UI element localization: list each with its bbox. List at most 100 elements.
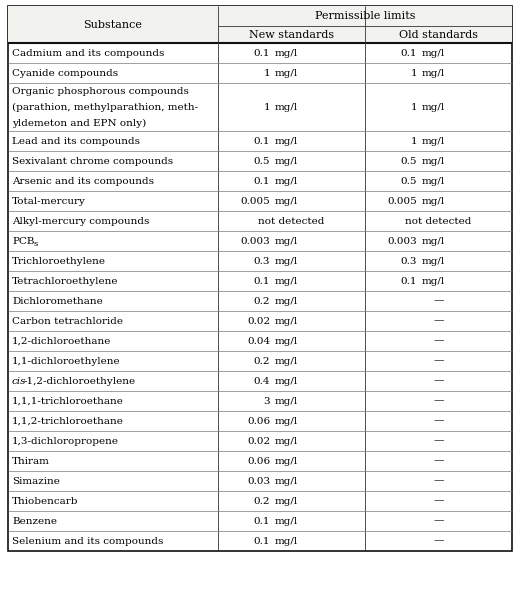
Text: 0.06: 0.06	[247, 416, 270, 426]
Text: 0.1: 0.1	[254, 137, 270, 145]
Text: mg/l: mg/l	[422, 177, 445, 185]
Text: 0.003: 0.003	[240, 237, 270, 246]
Text: mg/l: mg/l	[422, 156, 445, 166]
Text: —: —	[433, 336, 444, 346]
Text: 0.02: 0.02	[247, 317, 270, 325]
Text: 1,1-dichloroethylene: 1,1-dichloroethylene	[12, 357, 121, 365]
Text: 0.06: 0.06	[247, 456, 270, 466]
Text: 1: 1	[410, 68, 417, 78]
Text: 0.1: 0.1	[254, 516, 270, 525]
Text: not detected: not detected	[405, 216, 472, 225]
Text: —: —	[433, 317, 444, 325]
Text: —: —	[433, 496, 444, 506]
Text: mg/l: mg/l	[275, 256, 298, 265]
Text: mg/l: mg/l	[275, 397, 298, 405]
Text: 0.5: 0.5	[254, 156, 270, 166]
Text: 0.03: 0.03	[247, 477, 270, 485]
Text: mg/l: mg/l	[275, 68, 298, 78]
Text: mg/l: mg/l	[422, 277, 445, 285]
Text: 1,1,1-trichloroethane: 1,1,1-trichloroethane	[12, 397, 124, 405]
Text: 0.003: 0.003	[387, 237, 417, 246]
Text: yldemeton and EPN only): yldemeton and EPN only)	[12, 118, 146, 128]
Text: Lead and its compounds: Lead and its compounds	[12, 137, 140, 145]
Text: mg/l: mg/l	[422, 256, 445, 265]
Text: Cadmium and its compounds: Cadmium and its compounds	[12, 49, 164, 57]
Text: mg/l: mg/l	[422, 137, 445, 145]
Text: 0.5: 0.5	[400, 177, 417, 185]
Text: —: —	[433, 537, 444, 546]
Text: 0.005: 0.005	[240, 197, 270, 206]
Text: (parathion, methylparathion, meth-: (parathion, methylparathion, meth-	[12, 102, 198, 111]
Text: 0.02: 0.02	[247, 437, 270, 445]
Text: Tetrachloroethylene: Tetrachloroethylene	[12, 277, 119, 285]
Text: 0.005: 0.005	[387, 197, 417, 206]
Text: mg/l: mg/l	[275, 156, 298, 166]
Text: 0.1: 0.1	[254, 537, 270, 546]
Text: mg/l: mg/l	[275, 376, 298, 386]
Text: -1,2-dichloroethylene: -1,2-dichloroethylene	[24, 376, 136, 386]
Text: mg/l: mg/l	[275, 177, 298, 185]
Text: mg/l: mg/l	[275, 357, 298, 365]
Text: Simazine: Simazine	[12, 477, 60, 485]
Text: 0.04: 0.04	[247, 336, 270, 346]
Text: Substance: Substance	[84, 20, 142, 30]
Text: 1: 1	[263, 68, 270, 78]
Text: 0.1: 0.1	[254, 277, 270, 285]
Text: 0.2: 0.2	[254, 296, 270, 306]
Text: —: —	[433, 357, 444, 365]
Text: s: s	[33, 240, 37, 248]
Text: mg/l: mg/l	[275, 277, 298, 285]
Bar	[8, 6, 512, 551]
Text: 0.2: 0.2	[254, 357, 270, 365]
Text: 0.1: 0.1	[254, 177, 270, 185]
Text: —: —	[433, 516, 444, 525]
Text: 0.1: 0.1	[254, 49, 270, 57]
Text: Sexivalant chrome compounds: Sexivalant chrome compounds	[12, 156, 173, 166]
Text: mg/l: mg/l	[422, 197, 445, 206]
Text: mg/l: mg/l	[422, 68, 445, 78]
Text: Trichloroethylene: Trichloroethylene	[12, 256, 106, 265]
Text: mg/l: mg/l	[275, 416, 298, 426]
Text: mg/l: mg/l	[275, 49, 298, 57]
Text: mg/l: mg/l	[275, 437, 298, 445]
Text: 1,2-dichloroethane: 1,2-dichloroethane	[12, 336, 111, 346]
Text: —: —	[433, 477, 444, 485]
Text: mg/l: mg/l	[275, 537, 298, 546]
Text: 1: 1	[410, 137, 417, 145]
Text: 1: 1	[410, 102, 417, 111]
Text: Dichloromethane: Dichloromethane	[12, 296, 103, 306]
Text: 0.4: 0.4	[254, 376, 270, 386]
Text: mg/l: mg/l	[275, 477, 298, 485]
Text: 0.3: 0.3	[254, 256, 270, 265]
Text: 0.5: 0.5	[400, 156, 417, 166]
Text: cis: cis	[12, 376, 27, 386]
Text: —: —	[433, 296, 444, 306]
Text: —: —	[433, 456, 444, 466]
Text: Total-mercury: Total-mercury	[12, 197, 86, 206]
Text: Selenium and its compounds: Selenium and its compounds	[12, 537, 163, 546]
Text: mg/l: mg/l	[275, 296, 298, 306]
Text: Arsenic and its compounds: Arsenic and its compounds	[12, 177, 154, 185]
Text: 1,3-dichloropropene: 1,3-dichloropropene	[12, 437, 119, 445]
Text: mg/l: mg/l	[275, 317, 298, 325]
Text: Thiobencarb: Thiobencarb	[12, 496, 79, 506]
Text: mg/l: mg/l	[275, 237, 298, 246]
Bar	[8, 6, 512, 43]
Text: mg/l: mg/l	[275, 336, 298, 346]
Text: —: —	[433, 416, 444, 426]
Text: 3: 3	[263, 397, 270, 405]
Text: Cyanide compounds: Cyanide compounds	[12, 68, 118, 78]
Text: Permissible limits: Permissible limits	[315, 11, 415, 21]
Text: —: —	[433, 376, 444, 386]
Text: mg/l: mg/l	[275, 456, 298, 466]
Text: New standards: New standards	[249, 30, 334, 39]
Text: Benzene: Benzene	[12, 516, 57, 525]
Text: mg/l: mg/l	[275, 197, 298, 206]
Text: Alkyl-mercury compounds: Alkyl-mercury compounds	[12, 216, 149, 225]
Text: mg/l: mg/l	[422, 102, 445, 111]
Text: 0.2: 0.2	[254, 496, 270, 506]
Text: —: —	[433, 437, 444, 445]
Text: 1,1,2-trichloroethane: 1,1,2-trichloroethane	[12, 416, 124, 426]
Text: —: —	[433, 397, 444, 405]
Text: mg/l: mg/l	[275, 516, 298, 525]
